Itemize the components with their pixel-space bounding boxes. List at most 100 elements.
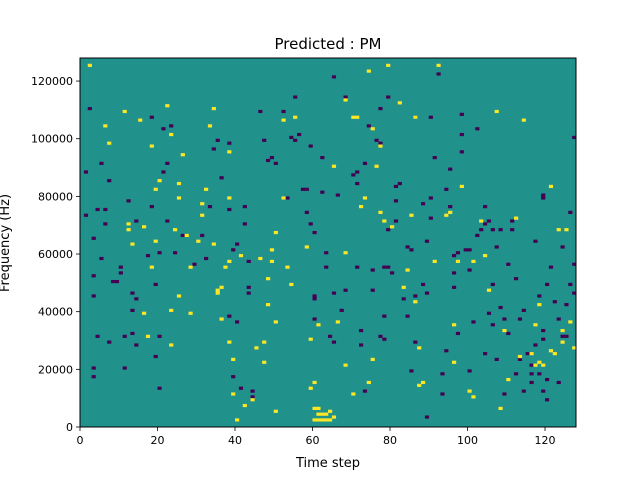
heatmap-cell-high	[312, 380, 317, 385]
heatmap-cell-high	[459, 184, 464, 189]
heatmap-cell-high	[498, 406, 503, 410]
heatmap-cell-high	[471, 395, 476, 399]
heatmap-cell-low	[517, 317, 523, 321]
heatmap-cell-high	[405, 268, 410, 272]
heatmap-cell-low	[95, 334, 100, 338]
y-axis-label: Frequency (Hz)	[0, 194, 13, 292]
heatmap-cell-high	[514, 216, 519, 220]
heatmap-cell-low	[428, 196, 433, 200]
heatmap-cell-high	[289, 282, 294, 287]
heatmap-cell-high	[157, 179, 162, 183]
heatmap-cell-high	[153, 239, 158, 243]
heatmap-cell-low	[537, 294, 542, 298]
heatmap-cell-low	[246, 285, 251, 289]
heatmap-cell-low	[169, 124, 174, 128]
heatmap-cell-low	[529, 372, 534, 376]
heatmap-cell-low	[335, 193, 340, 197]
heatmap-cell-high	[378, 210, 383, 214]
heatmap-cell-high	[176, 196, 182, 200]
heatmap-cell-high	[548, 349, 554, 353]
heatmap-cell-high	[196, 239, 201, 243]
heatmap-cell-high	[324, 418, 329, 422]
heatmap-cell-high	[266, 277, 271, 281]
heatmap-cell-high	[343, 98, 348, 102]
heatmap-cell-low	[300, 187, 306, 191]
heatmap-cell-low	[382, 314, 387, 318]
heatmap-cell-high	[103, 124, 108, 128]
heatmap-cell-low	[502, 392, 507, 396]
x-tick-label: 60	[306, 434, 320, 447]
heatmap-cell-low	[467, 369, 472, 373]
heatmap-cell-low	[312, 230, 317, 235]
heatmap-cell-low	[153, 282, 158, 287]
heatmap-cell-low	[440, 392, 445, 396]
heatmap-cell-low	[266, 158, 271, 163]
heatmap-cell-high	[176, 294, 182, 298]
heatmap-cell-low	[161, 127, 166, 131]
heatmap-cell-low	[235, 320, 240, 324]
heatmap-cell-low	[118, 265, 123, 269]
heatmap-cell-low	[173, 251, 178, 255]
heatmap-cell-low	[107, 179, 112, 183]
heatmap-cell-high	[281, 196, 286, 200]
heatmap-cell-low	[467, 248, 472, 252]
heatmap-cell-low	[409, 369, 414, 373]
heatmap-cell-high	[320, 412, 325, 416]
heatmap-cell-low	[227, 207, 232, 212]
heatmap-cell-low	[157, 334, 162, 338]
heatmap-cell-low	[475, 127, 480, 131]
heatmap-cell-high	[548, 184, 554, 189]
heatmap-cell-low	[153, 354, 158, 359]
heatmap-cell-high	[215, 291, 220, 295]
heatmap-background	[80, 58, 576, 427]
heatmap-cell-high	[359, 205, 364, 209]
heatmap-cell-low	[541, 196, 546, 200]
heatmap-cell-high	[254, 346, 259, 350]
heatmap-cell-low	[122, 334, 127, 338]
heatmap-cell-high	[169, 343, 174, 347]
heatmap-cell-low	[401, 297, 406, 301]
heatmap-cell-high	[273, 320, 278, 324]
heatmap-cell-low	[448, 205, 453, 209]
heatmap-cell-high	[312, 406, 317, 410]
heatmap-cell-low	[114, 279, 120, 284]
heatmap-cell-low	[215, 138, 220, 142]
heatmap-cell-low	[448, 167, 453, 171]
heatmap-cell-high	[87, 63, 92, 67]
heatmap-cell-low	[386, 228, 391, 232]
heatmap-cell-low	[118, 271, 123, 275]
heatmap-cell-low	[529, 380, 534, 385]
heatmap-cell-low	[111, 279, 116, 284]
heatmap-cell-low	[192, 262, 197, 266]
heatmap-cell-high	[452, 360, 457, 364]
heatmap-cell-high	[250, 398, 255, 402]
heatmap-cell-low	[262, 138, 267, 142]
heatmap-cell-low	[432, 156, 437, 160]
heatmap-cell-high	[184, 233, 189, 238]
heatmap-cell-low	[227, 314, 232, 318]
heatmap-cell-low	[517, 357, 523, 361]
heatmap-cell-high	[471, 259, 476, 263]
heatmap-cell-high	[145, 334, 151, 338]
heatmap-cell-low	[242, 205, 247, 209]
heatmap-cell-low	[572, 135, 577, 140]
heatmap-cell-low	[541, 389, 546, 393]
heatmap-cell-low	[479, 228, 484, 232]
heatmap-cell-low	[130, 331, 135, 336]
heatmap-cell-low	[378, 141, 383, 145]
heatmap-cell-low	[382, 265, 387, 269]
heatmap-cell-high	[215, 288, 220, 292]
heatmap-cell-high	[378, 144, 383, 148]
y-tick-label: 40000	[38, 306, 73, 319]
heatmap-cell-low	[494, 357, 499, 361]
heatmap-cell-low	[91, 366, 96, 370]
heatmap-cell-low	[308, 222, 313, 226]
heatmap-cell-high	[564, 228, 569, 232]
x-axis-label: Time step	[295, 456, 360, 471]
heatmap-cell-low	[246, 259, 251, 263]
heatmap-cell-low	[564, 334, 569, 338]
heatmap-cell-high	[448, 210, 453, 214]
heatmap-cell-low	[258, 109, 263, 114]
heatmap-cell-low	[393, 219, 399, 223]
heatmap-cell-low	[452, 254, 457, 258]
